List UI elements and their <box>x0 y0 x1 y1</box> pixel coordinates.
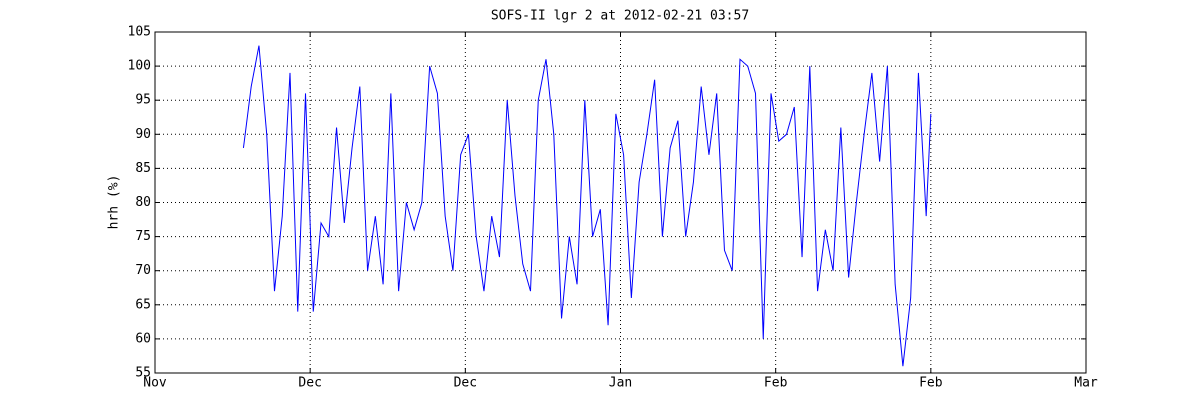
y-tick-label: 75 <box>135 229 151 244</box>
plot-frame <box>154 31 1087 374</box>
y-tick-label: 55 <box>135 366 151 381</box>
x-tick-label: Dec <box>298 376 321 391</box>
x-tick-label: Dec <box>454 376 477 391</box>
y-tick-label: 95 <box>135 93 151 108</box>
y-tick-label: 60 <box>135 331 151 346</box>
x-tick-label: Feb <box>764 376 788 391</box>
y-tick-label: 65 <box>135 297 151 312</box>
y-tick-label: 100 <box>128 59 151 74</box>
chart-title: SOFS-II lgr 2 at 2012-02-21 03:57 <box>491 9 749 24</box>
y-tick-label: 70 <box>135 263 151 278</box>
x-tick-label: Nov <box>143 376 167 391</box>
x-tick-label: Feb <box>919 376 943 391</box>
y-tick-label: 90 <box>135 127 151 142</box>
x-tick-label: Mar <box>1074 376 1098 391</box>
data-line <box>242 45 932 367</box>
y-tick-label: 80 <box>135 195 151 210</box>
y-tick-label: 85 <box>135 161 151 176</box>
y-axis-label: hrh (%) <box>107 175 122 230</box>
y-tick-label: 105 <box>128 25 151 40</box>
x-tick-label: Jan <box>609 376 632 391</box>
